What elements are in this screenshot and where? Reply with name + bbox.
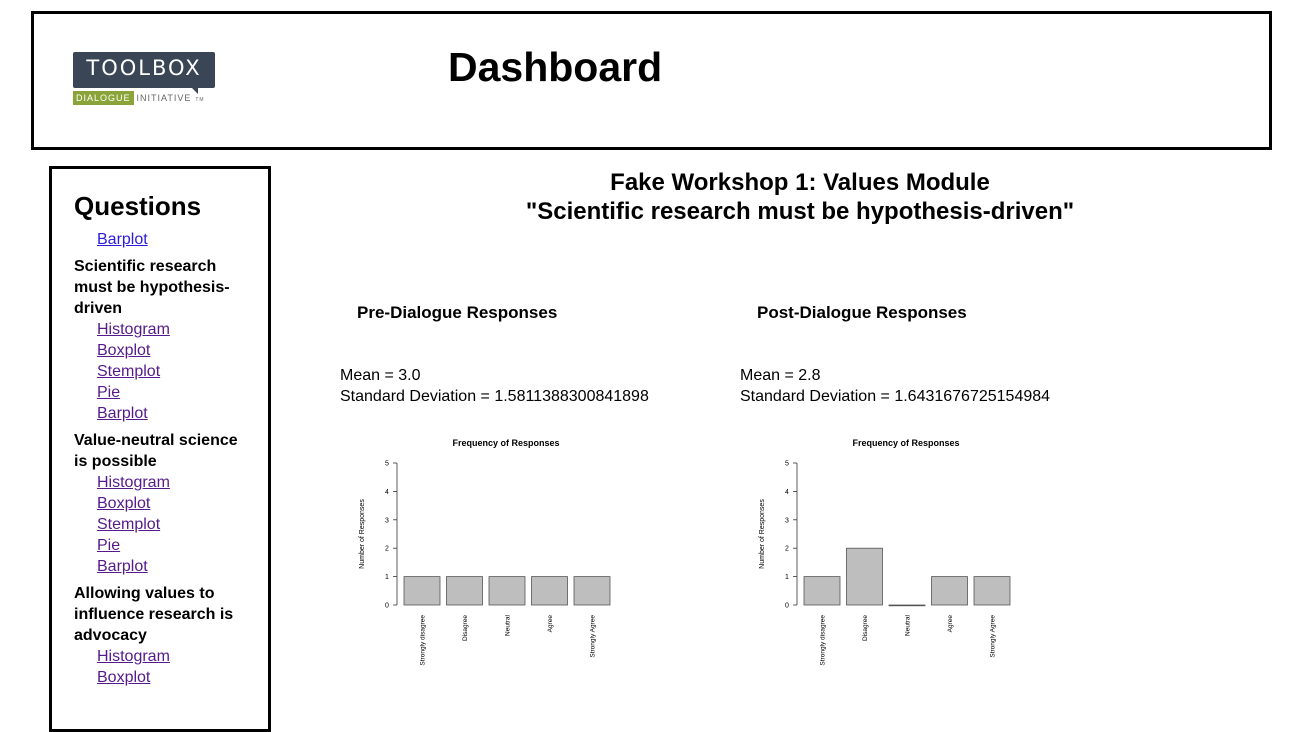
bar [403, 576, 441, 606]
x-tick-label: Strongly disagree [820, 615, 827, 666]
bar [973, 576, 1011, 606]
post-dialogue-stats: Mean = 2.8 Standard Deviation = 1.643167… [740, 365, 1050, 407]
x-tick-label: Disagree [462, 615, 469, 641]
y-axis-label: Number of Responses [359, 499, 366, 569]
question-title: Allowing values to influence research is… [74, 585, 234, 644]
y-tick-label: 4 [785, 489, 789, 496]
chart-title: Frequency of Responses [452, 438, 559, 448]
pre-dialogue-heading: Pre-Dialogue Responses [357, 303, 558, 322]
bar [931, 576, 968, 606]
bar [846, 547, 883, 606]
y-tick-label: 1 [385, 574, 389, 581]
x-tick-label: Strongly Agree [590, 615, 597, 658]
post-dialogue-barplot: Frequency of Responses Number of Response… [759, 438, 1011, 666]
y-tick-label: 3 [785, 517, 789, 524]
logo-badge: DIALOGUE [73, 91, 134, 105]
x-tick-label: Disagree [862, 615, 869, 641]
pre-standard-deviation: Standard Deviation = 1.5811388300841898 [340, 388, 649, 405]
question-link-histogram[interactable]: Histogram [97, 321, 170, 338]
question-title: Value-neutral science is possible [74, 432, 238, 470]
y-tick-label: 2 [385, 546, 389, 553]
question-link-boxplot[interactable]: Boxplot [97, 669, 151, 686]
questions-list: Barplot Scientific research must be hypo… [74, 229, 254, 688]
x-tick-label: Strongly Agree [990, 615, 997, 658]
x-tick-label: Agree [947, 615, 954, 633]
y-tick-label: 0 [785, 603, 789, 610]
y-tick-label: 1 [785, 574, 789, 581]
question-link-pie[interactable]: Pie [97, 384, 121, 401]
x-tick-label: Neutral [505, 614, 512, 636]
question-link-barplot[interactable]: Barplot [97, 231, 148, 248]
question-link-barplot[interactable]: Barplot [97, 405, 148, 422]
y-tick-label: 5 [385, 461, 389, 468]
logo-speech-notch [190, 86, 198, 94]
post-mean: Mean = 2.8 [740, 367, 821, 384]
logo-top-block: TOOLBOX [73, 52, 215, 88]
post-dialogue-heading: Post-Dialogue Responses [757, 303, 967, 322]
y-axis-label: Number of Responses [759, 499, 766, 569]
question-title: Scientific research must be hypothesis-d… [74, 258, 230, 317]
post-standard-deviation: Standard Deviation = 1.6431676725154984 [740, 388, 1051, 405]
x-tick-label: Neutral [905, 614, 912, 636]
question-link-pie[interactable]: Pie [97, 537, 121, 554]
bar [803, 576, 841, 606]
logo-top-text: TOOLBOX [86, 56, 202, 80]
y-tick-label: 2 [785, 546, 789, 553]
y-tick-label: 3 [385, 517, 389, 524]
question-link-histogram[interactable]: Histogram [97, 648, 170, 665]
y-tick-label: 4 [385, 489, 389, 496]
y-tick-label: 0 [385, 603, 389, 610]
page-title: Dashboard [448, 44, 663, 90]
workshop-title: Fake Workshop 1: Values Module [610, 169, 990, 196]
bar [488, 576, 526, 606]
question-link-stemplot[interactable]: Stemplot [97, 363, 161, 380]
logo-tail: INITIATIVE [136, 93, 192, 103]
pre-dialogue-barplot: Frequency of Responses Number of Response… [359, 438, 611, 666]
main-title: Fake Workshop 1: Values Module "Scientif… [470, 168, 1130, 226]
logo-subtitle: DIALOGUE INITIATIVE TM [73, 91, 205, 105]
header-bar: TOOLBOX DIALOGUE INITIATIVE TM Dashboard [31, 11, 1272, 150]
logo-trademark: TM [195, 97, 205, 103]
bar [573, 576, 611, 606]
y-tick-label: 5 [785, 461, 789, 468]
question-link-histogram[interactable]: Histogram [97, 474, 170, 491]
bar [888, 604, 926, 607]
question-link-barplot[interactable]: Barplot [97, 558, 148, 575]
pre-dialogue-stats: Mean = 3.0 Standard Deviation = 1.581138… [340, 365, 649, 407]
question-link-boxplot[interactable]: Boxplot [97, 495, 151, 512]
toolbox-logo[interactable]: TOOLBOX DIALOGUE INITIATIVE TM [73, 52, 219, 110]
bar [531, 576, 568, 606]
question-title: "Scientific research must be hypothesis-… [525, 198, 1075, 225]
question-link-stemplot[interactable]: Stemplot [97, 516, 161, 533]
chart-title: Frequency of Responses [852, 438, 959, 448]
x-tick-label: Agree [547, 615, 554, 633]
questions-sidebar: Questions Barplot Scientific research mu… [49, 166, 271, 732]
pre-mean: Mean = 3.0 [340, 367, 421, 384]
x-tick-label: Strongly disagree [420, 615, 427, 666]
bar [446, 576, 483, 606]
sidebar-heading: Questions [74, 191, 202, 221]
question-link-boxplot[interactable]: Boxplot [97, 342, 151, 359]
